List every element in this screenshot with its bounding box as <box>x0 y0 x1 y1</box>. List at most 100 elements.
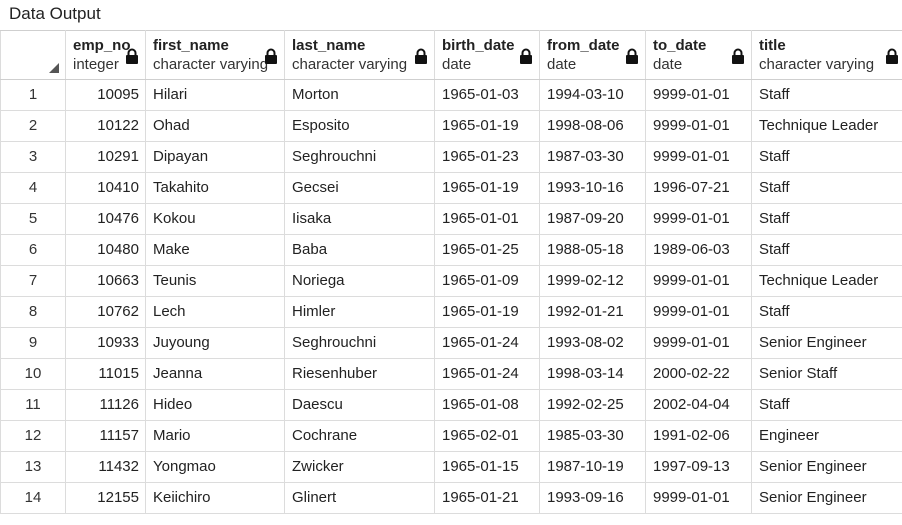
cell-birth-date[interactable]: 1965-01-08 <box>434 389 540 421</box>
column-header-emp-no[interactable]: emp_no integer <box>65 30 146 80</box>
cell-to-date[interactable]: 2002-04-04 <box>645 389 752 421</box>
cell-first-name[interactable]: Teunis <box>145 265 285 297</box>
cell-emp-no[interactable]: 12155 <box>65 482 146 514</box>
cell-emp-no[interactable]: 11157 <box>65 420 146 452</box>
cell-from-date[interactable]: 1985-03-30 <box>539 420 646 452</box>
table-row[interactable]: 13 11432 Yongmao Zwicker 1965-01-15 1987-10-1… <box>0 451 902 483</box>
cell-title[interactable]: Senior Engineer <box>751 482 902 514</box>
cell-birth-date[interactable]: 1965-01-01 <box>434 203 540 235</box>
cell-emp-no[interactable]: 11432 <box>65 451 146 483</box>
cell-title[interactable]: Staff <box>751 172 902 204</box>
cell-to-date[interactable]: 9999-01-01 <box>645 110 752 142</box>
cell-birth-date[interactable]: 1965-01-25 <box>434 234 540 266</box>
cell-birth-date[interactable]: 1965-02-01 <box>434 420 540 452</box>
row-number[interactable]: 5 <box>0 203 66 235</box>
cell-from-date[interactable]: 1992-01-21 <box>539 296 646 328</box>
cell-from-date[interactable]: 1993-09-16 <box>539 482 646 514</box>
cell-from-date[interactable]: 1988-05-18 <box>539 234 646 266</box>
cell-emp-no[interactable]: 10476 <box>65 203 146 235</box>
table-row[interactable]: 4 10410 Takahito Gecsei 1965-01-19 1993-10-16… <box>0 172 902 204</box>
cell-birth-date[interactable]: 1965-01-23 <box>434 141 540 173</box>
column-header-last-name[interactable]: last_name character varying <box>284 30 435 80</box>
cell-emp-no[interactable]: 10933 <box>65 327 146 359</box>
cell-from-date[interactable]: 1998-03-14 <box>539 358 646 390</box>
cell-from-date[interactable]: 1987-10-19 <box>539 451 646 483</box>
table-row[interactable]: 6 10480 Make Baba 1965-01-25 1988-05-18 1989-0… <box>0 234 902 266</box>
cell-from-date[interactable]: 1987-09-20 <box>539 203 646 235</box>
row-number[interactable]: 9 <box>0 327 66 359</box>
cell-title[interactable]: Senior Engineer <box>751 451 902 483</box>
table-row[interactable]: 14 12155 Keiichiro Glinert 1965-01-21 1993-09… <box>0 482 902 514</box>
column-header-birth-date[interactable]: birth_date date <box>434 30 540 80</box>
table-row[interactable]: 8 10762 Lech Himler 1965-01-19 1992-01-21 9999… <box>0 296 902 328</box>
cell-title[interactable]: Staff <box>751 234 902 266</box>
cell-to-date[interactable]: 1991-02-06 <box>645 420 752 452</box>
cell-last-name[interactable]: Daescu <box>284 389 435 421</box>
cell-last-name[interactable]: Esposito <box>284 110 435 142</box>
cell-first-name[interactable]: Kokou <box>145 203 285 235</box>
cell-first-name[interactable]: Hilari <box>145 79 285 111</box>
cell-birth-date[interactable]: 1965-01-24 <box>434 358 540 390</box>
row-number[interactable]: 2 <box>0 110 66 142</box>
row-number[interactable]: 11 <box>0 389 66 421</box>
cell-to-date[interactable]: 9999-01-01 <box>645 327 752 359</box>
row-number[interactable]: 8 <box>0 296 66 328</box>
cell-title[interactable]: Technique Leader <box>751 110 902 142</box>
cell-birth-date[interactable]: 1965-01-15 <box>434 451 540 483</box>
cell-birth-date[interactable]: 1965-01-19 <box>434 172 540 204</box>
table-row[interactable]: 12 11157 Mario Cochrane 1965-02-01 1985-03-30… <box>0 420 902 452</box>
cell-title[interactable]: Staff <box>751 296 902 328</box>
cell-title[interactable]: Staff <box>751 203 902 235</box>
table-row[interactable]: 3 10291 Dipayan Seghrouchni 1965-01-23 1987-0… <box>0 141 902 173</box>
row-number[interactable]: 14 <box>0 482 66 514</box>
cell-first-name[interactable]: Hideo <box>145 389 285 421</box>
cell-first-name[interactable]: Lech <box>145 296 285 328</box>
table-row[interactable]: 7 10663 Teunis Noriega 1965-01-09 1999-02-12 9… <box>0 265 902 297</box>
cell-emp-no[interactable]: 10122 <box>65 110 146 142</box>
row-number[interactable]: 10 <box>0 358 66 390</box>
cell-from-date[interactable]: 1998-08-06 <box>539 110 646 142</box>
cell-emp-no[interactable]: 10095 <box>65 79 146 111</box>
cell-from-date[interactable]: 1987-03-30 <box>539 141 646 173</box>
cell-last-name[interactable]: Himler <box>284 296 435 328</box>
cell-first-name[interactable]: Yongmao <box>145 451 285 483</box>
cell-last-name[interactable]: Riesenhuber <box>284 358 435 390</box>
row-number[interactable]: 7 <box>0 265 66 297</box>
cell-title[interactable]: Senior Engineer <box>751 327 902 359</box>
cell-first-name[interactable]: Keiichiro <box>145 482 285 514</box>
cell-last-name[interactable]: Zwicker <box>284 451 435 483</box>
table-row[interactable]: 10 11015 Jeanna Riesenhuber 1965-01-24 1998-0… <box>0 358 902 390</box>
cell-emp-no[interactable]: 10480 <box>65 234 146 266</box>
cell-from-date[interactable]: 1993-08-02 <box>539 327 646 359</box>
cell-emp-no[interactable]: 10410 <box>65 172 146 204</box>
cell-emp-no[interactable]: 10762 <box>65 296 146 328</box>
cell-birth-date[interactable]: 1965-01-24 <box>434 327 540 359</box>
cell-birth-date[interactable]: 1965-01-19 <box>434 110 540 142</box>
column-header-from-date[interactable]: from_date date <box>539 30 646 80</box>
cell-birth-date[interactable]: 1965-01-19 <box>434 296 540 328</box>
cell-to-date[interactable]: 9999-01-01 <box>645 203 752 235</box>
cell-to-date[interactable]: 9999-01-01 <box>645 482 752 514</box>
column-header-to-date[interactable]: to_date date <box>645 30 752 80</box>
row-number[interactable]: 13 <box>0 451 66 483</box>
table-row[interactable]: 5 10476 Kokou Iisaka 1965-01-01 1987-09-20 999… <box>0 203 902 235</box>
row-number[interactable]: 1 <box>0 79 66 111</box>
row-number[interactable]: 4 <box>0 172 66 204</box>
cell-title[interactable]: Technique Leader <box>751 265 902 297</box>
table-row[interactable]: 1 10095 Hilari Morton 1965-01-03 1994-03-10 99… <box>0 79 902 111</box>
cell-title[interactable]: Staff <box>751 389 902 421</box>
cell-to-date[interactable]: 9999-01-01 <box>645 79 752 111</box>
cell-emp-no[interactable]: 11015 <box>65 358 146 390</box>
column-header-first-name[interactable]: first_name character varying <box>145 30 285 80</box>
cell-last-name[interactable]: Baba <box>284 234 435 266</box>
cell-last-name[interactable]: Cochrane <box>284 420 435 452</box>
cell-first-name[interactable]: Dipayan <box>145 141 285 173</box>
cell-first-name[interactable]: Mario <box>145 420 285 452</box>
cell-last-name[interactable]: Morton <box>284 79 435 111</box>
cell-title[interactable]: Engineer <box>751 420 902 452</box>
cell-to-date[interactable]: 1996-07-21 <box>645 172 752 204</box>
cell-from-date[interactable]: 1993-10-16 <box>539 172 646 204</box>
cell-last-name[interactable]: Noriega <box>284 265 435 297</box>
cell-title[interactable]: Staff <box>751 79 902 111</box>
row-number[interactable]: 6 <box>0 234 66 266</box>
